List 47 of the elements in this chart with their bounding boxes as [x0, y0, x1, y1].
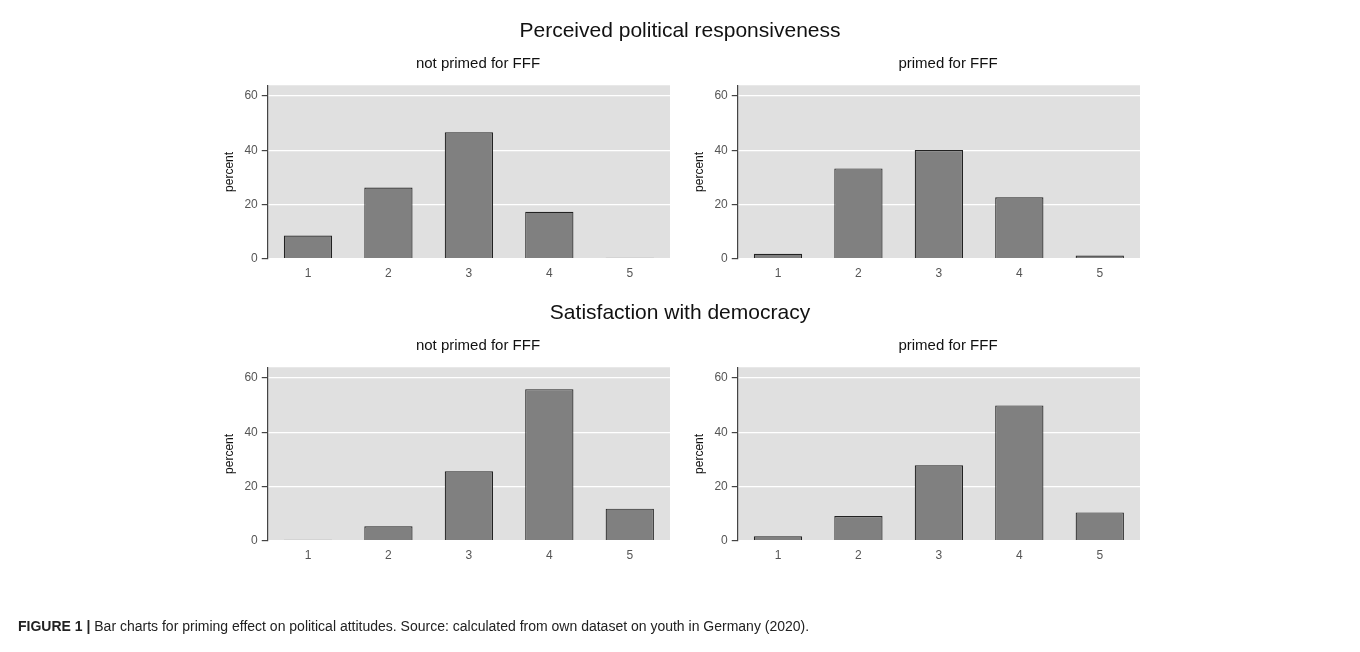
y-tick-label: 0 — [721, 250, 729, 265]
x-tick-label: 4 — [1015, 548, 1023, 563]
x-tick-label: 2 — [855, 548, 863, 563]
y-tick-label: 20 — [244, 196, 259, 211]
chart-title: Perceived political responsiveness — [518, 18, 842, 42]
y-tick-label: 20 — [714, 196, 729, 211]
y-tick-label: 40 — [714, 424, 729, 439]
y-tick-label: 40 — [714, 142, 729, 157]
x-tick-label: 5 — [626, 548, 634, 563]
y-tick-label: 20 — [714, 478, 729, 493]
x-tick-label: 2 — [385, 548, 393, 563]
x-tick-label: 5 — [1096, 266, 1104, 281]
x-tick-label: 5 — [626, 266, 634, 281]
x-tick-label: 5 — [1096, 548, 1104, 563]
y-tick-label: 60 — [244, 370, 259, 385]
x-tick-label: 1 — [774, 548, 782, 563]
x-tick-label: 3 — [465, 548, 473, 563]
chart-title: Satisfaction with democracy — [548, 300, 812, 324]
y-tick-label: 0 — [251, 250, 259, 265]
chart-subtitle: primed for FFF — [897, 54, 999, 71]
x-tick-label: 3 — [935, 266, 943, 281]
caption: FIGURE 1 | Bar charts for priming effect on political attitudes. Source: calculated from own dataset on youth in Germany (2020). — [18, 618, 810, 634]
x-tick-label: 3 — [465, 266, 473, 281]
y-tick-label: 40 — [244, 424, 259, 439]
chart-subtitle: not primed for FFF — [414, 336, 542, 353]
x-tick-label: 4 — [545, 548, 553, 563]
y-axis-title: percent — [221, 151, 236, 192]
y-axis-title: percent — [691, 433, 706, 474]
x-tick-label: 1 — [304, 548, 312, 563]
y-tick-label: 40 — [244, 142, 259, 157]
x-tick-label: 2 — [855, 266, 863, 281]
x-tick-label: 1 — [304, 266, 312, 281]
y-tick-label: 0 — [721, 532, 729, 547]
x-tick-label: 1 — [774, 266, 782, 281]
chart-subtitle: not primed for FFF — [414, 54, 542, 71]
y-tick-label: 20 — [244, 478, 259, 493]
y-tick-label: 0 — [251, 532, 259, 547]
x-tick-label: 4 — [545, 266, 553, 281]
x-tick-label: 2 — [385, 266, 393, 281]
x-tick-label: 3 — [935, 548, 943, 563]
y-tick-label: 60 — [244, 88, 259, 103]
x-tick-label: 4 — [1015, 266, 1023, 281]
y-tick-label: 60 — [714, 370, 729, 385]
y-axis-title: percent — [691, 151, 706, 192]
y-tick-label: 60 — [714, 88, 729, 103]
chart-subtitle: primed for FFF — [897, 336, 999, 353]
y-axis-title: percent — [221, 433, 236, 474]
